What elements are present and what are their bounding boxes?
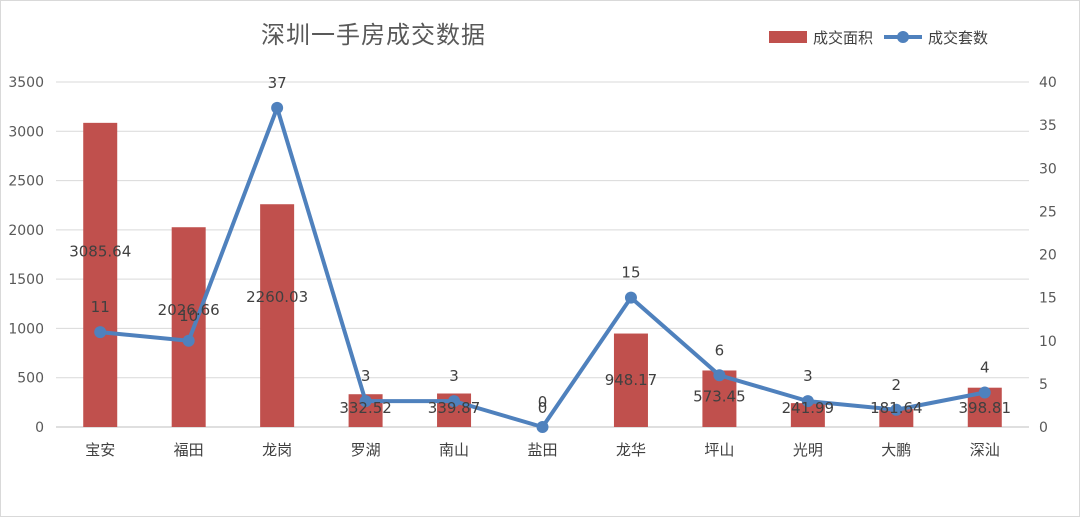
chart-title: 深圳一手房成交数据 bbox=[261, 21, 486, 49]
x-tick-label: 大鹏 bbox=[881, 441, 911, 459]
line-data-label: 3 bbox=[449, 367, 459, 385]
bar-data-label: 332.52 bbox=[339, 399, 392, 417]
y-right-tick-label: 15 bbox=[1039, 291, 1057, 307]
x-tick-label: 盐田 bbox=[527, 441, 557, 459]
y-right-tick-label: 20 bbox=[1039, 248, 1057, 264]
y-right-tick-label: 5 bbox=[1039, 377, 1048, 393]
line-point bbox=[801, 395, 814, 408]
y-left-tick-label: 1000 bbox=[8, 321, 44, 337]
line-point bbox=[536, 421, 549, 433]
bar bbox=[260, 204, 295, 427]
series-line bbox=[98, 105, 987, 429]
bar-data-label: 2026.66 bbox=[158, 301, 220, 319]
line-point bbox=[94, 326, 107, 339]
x-tick-label: 宝安 bbox=[85, 441, 115, 459]
bar bbox=[613, 333, 648, 427]
line-data-label: 2 bbox=[892, 376, 902, 394]
y-left-tick-label: 2000 bbox=[8, 223, 44, 239]
y-right-tick-label: 35 bbox=[1039, 118, 1057, 134]
legend-label-count: 成交套数 bbox=[928, 28, 989, 47]
x-tick-label: 南山 bbox=[439, 441, 469, 459]
x-tick-label: 罗湖 bbox=[351, 441, 381, 459]
line-point bbox=[713, 369, 726, 382]
bar bbox=[790, 403, 825, 427]
legend-item-area: 成交面积 bbox=[769, 27, 873, 47]
legend-swatch-area bbox=[769, 31, 807, 43]
y-right-tick-label: 30 bbox=[1039, 161, 1057, 177]
bar-data-label: 3085.64 bbox=[69, 243, 131, 261]
line-data-label: 4 bbox=[980, 359, 990, 377]
x-tick-label: 光明 bbox=[793, 441, 823, 459]
legend-label-area: 成交面积 bbox=[813, 28, 874, 47]
bar-data-label: 2260.03 bbox=[246, 288, 308, 306]
x-tick-label: 深汕 bbox=[970, 441, 1000, 459]
line-data-label: 11 bbox=[91, 298, 110, 316]
line-point bbox=[271, 101, 284, 114]
y-left-tick-label: 500 bbox=[17, 371, 44, 387]
line-point bbox=[624, 291, 637, 304]
x-tick-label: 福田 bbox=[174, 441, 204, 459]
y-right-tick-label: 40 bbox=[1039, 75, 1057, 91]
y-right-tick-label: 0 bbox=[1039, 420, 1048, 436]
legend-item-count: 成交套数 bbox=[884, 27, 988, 47]
line-point bbox=[182, 334, 195, 347]
bar-data-label: 948.17 bbox=[605, 371, 658, 389]
y-left-tick-label: 3500 bbox=[8, 75, 44, 91]
y-left-tick-label: 0 bbox=[35, 420, 44, 436]
bar bbox=[171, 227, 206, 427]
y-left-tick-label: 1500 bbox=[8, 272, 44, 288]
y-right-tick-label: 25 bbox=[1039, 204, 1057, 220]
bar-data-label: 241.99 bbox=[782, 399, 835, 417]
bar-data-label: 573.45 bbox=[693, 388, 746, 406]
line-data-label: 3 bbox=[803, 367, 813, 385]
y-right-tick-label: 10 bbox=[1039, 334, 1057, 350]
y-left-tick-label: 2500 bbox=[8, 174, 44, 190]
bar-data-label: 398.81 bbox=[959, 399, 1012, 417]
bar-data-label: 339.87 bbox=[428, 399, 481, 417]
line-data-label: 3 bbox=[361, 367, 371, 385]
line-data-label: 6 bbox=[715, 341, 725, 359]
legend-swatch-count bbox=[884, 31, 922, 43]
line-point bbox=[359, 395, 372, 408]
line-data-label: 0 bbox=[538, 393, 548, 411]
bar bbox=[83, 122, 118, 427]
y-left-tick-label: 3000 bbox=[8, 124, 44, 140]
bar-data-label: 0 bbox=[538, 399, 548, 417]
line-point bbox=[890, 403, 903, 416]
line-point bbox=[448, 395, 461, 408]
line-data-label: 10 bbox=[179, 307, 198, 325]
line-data-label: 15 bbox=[621, 264, 640, 282]
line-point bbox=[978, 386, 991, 399]
x-tick-label: 龙岗 bbox=[262, 441, 292, 459]
line-data-label: 37 bbox=[268, 74, 287, 92]
bar bbox=[879, 409, 914, 427]
x-tick-label: 坪山 bbox=[704, 441, 734, 459]
x-tick-label: 龙华 bbox=[616, 441, 646, 459]
bar-data-label: 181.64 bbox=[870, 399, 923, 417]
